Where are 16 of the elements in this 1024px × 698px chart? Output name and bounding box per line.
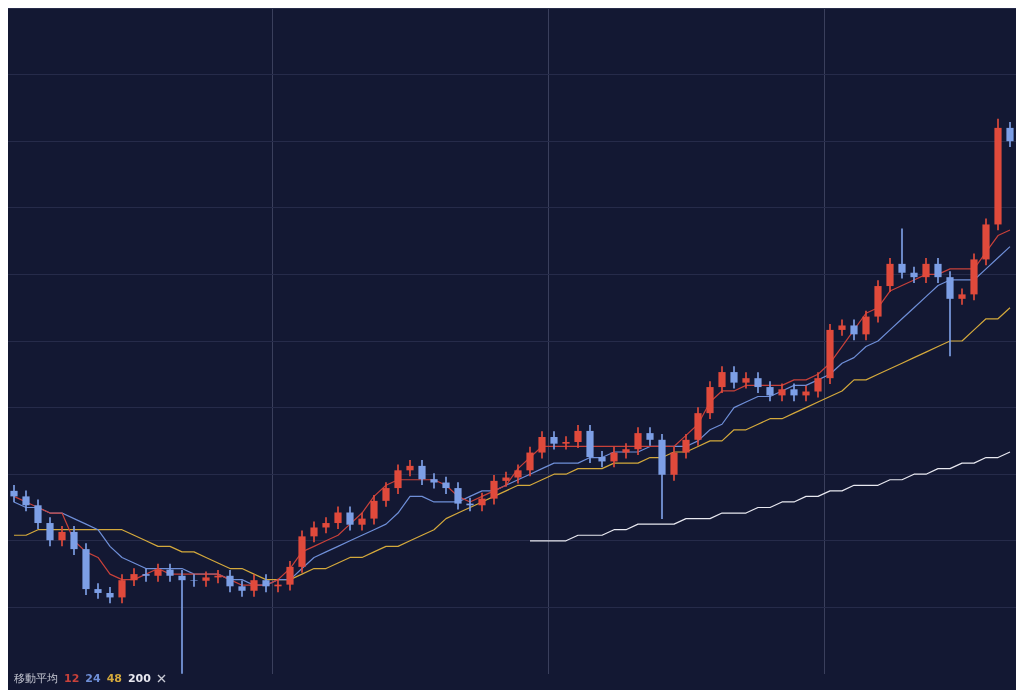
candlestick (622, 443, 630, 459)
candlestick (190, 574, 198, 587)
candlestick (202, 571, 210, 587)
text: 24 (85, 672, 101, 685)
candlestick (838, 319, 846, 336)
candlestick (514, 464, 522, 484)
candlestick (238, 580, 246, 597)
candlestick (142, 568, 150, 582)
text: 12 (64, 672, 80, 685)
text: 48 (106, 672, 122, 685)
candlestick (742, 372, 750, 389)
legend-title: 移動平均 (14, 671, 58, 686)
text: 200 (127, 672, 151, 685)
candlestick (430, 473, 438, 489)
candlestick (562, 436, 570, 450)
candlestick (958, 288, 966, 305)
